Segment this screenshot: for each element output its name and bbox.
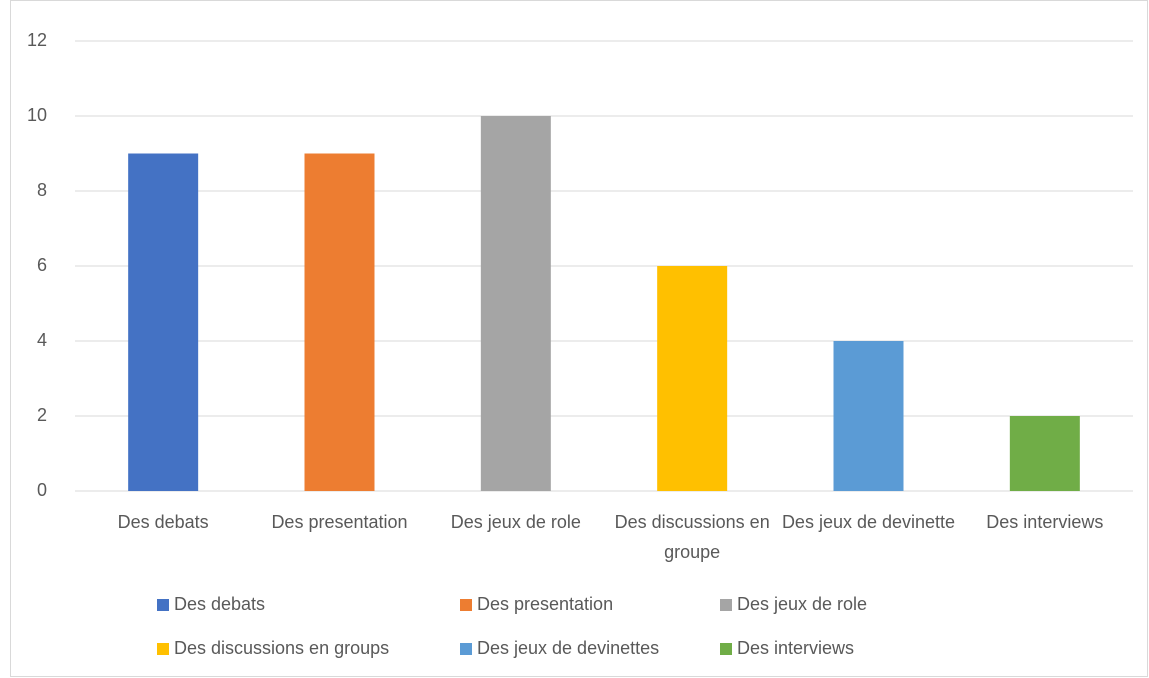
x-tick-label-box: Des debats: [117, 512, 209, 532]
legend-label: Des discussions en groups: [174, 638, 389, 658]
y-tick-label: 6: [37, 255, 47, 275]
bar: [128, 153, 199, 491]
legend-swatch: [460, 599, 472, 611]
x-tick-label: Des presentation: [271, 512, 408, 532]
y-tick-label: 8: [37, 180, 47, 200]
y-tick-label: 10: [27, 105, 47, 125]
y-tick-label: 12: [27, 30, 47, 50]
x-tick-label-box: Des discussions en groupe: [614, 512, 770, 562]
x-tick-label: Des debats: [117, 512, 209, 532]
x-tick-label: Des jeux de devinette: [781, 512, 956, 532]
chart-frame: [10, 0, 1148, 677]
x-tick-label: Des jeux de role: [450, 512, 581, 532]
x-tick-label-box: Des jeux de role: [450, 512, 581, 532]
x-tick-label-box: Des interviews: [986, 512, 1104, 532]
x-tick-label: Des discussions en groupe: [614, 512, 770, 562]
legend-swatch: [157, 643, 169, 655]
legend-label: Des presentation: [477, 594, 613, 614]
legend-label: Des interviews: [737, 638, 854, 658]
x-tick-label: Des interviews: [986, 512, 1104, 532]
legend-swatch: [720, 643, 732, 655]
legend-swatch: [460, 643, 472, 655]
legend-label: Des jeux de role: [737, 594, 867, 614]
y-tick-label: 0: [37, 480, 47, 500]
y-tick-label: 4: [37, 330, 47, 350]
legend-label: Des jeux de devinettes: [477, 638, 659, 658]
legend-label: Des debats: [174, 594, 265, 614]
bar: [480, 116, 551, 491]
x-tick-label-box: Des jeux de devinette: [781, 512, 956, 532]
x-tick-label-box: Des presentation: [271, 512, 408, 532]
bar: [657, 266, 728, 491]
bar: [304, 153, 375, 491]
legend-swatch: [157, 599, 169, 611]
bar: [1009, 416, 1080, 491]
y-tick-label: 2: [37, 405, 47, 425]
legend-swatch: [720, 599, 732, 611]
bar: [833, 341, 904, 491]
